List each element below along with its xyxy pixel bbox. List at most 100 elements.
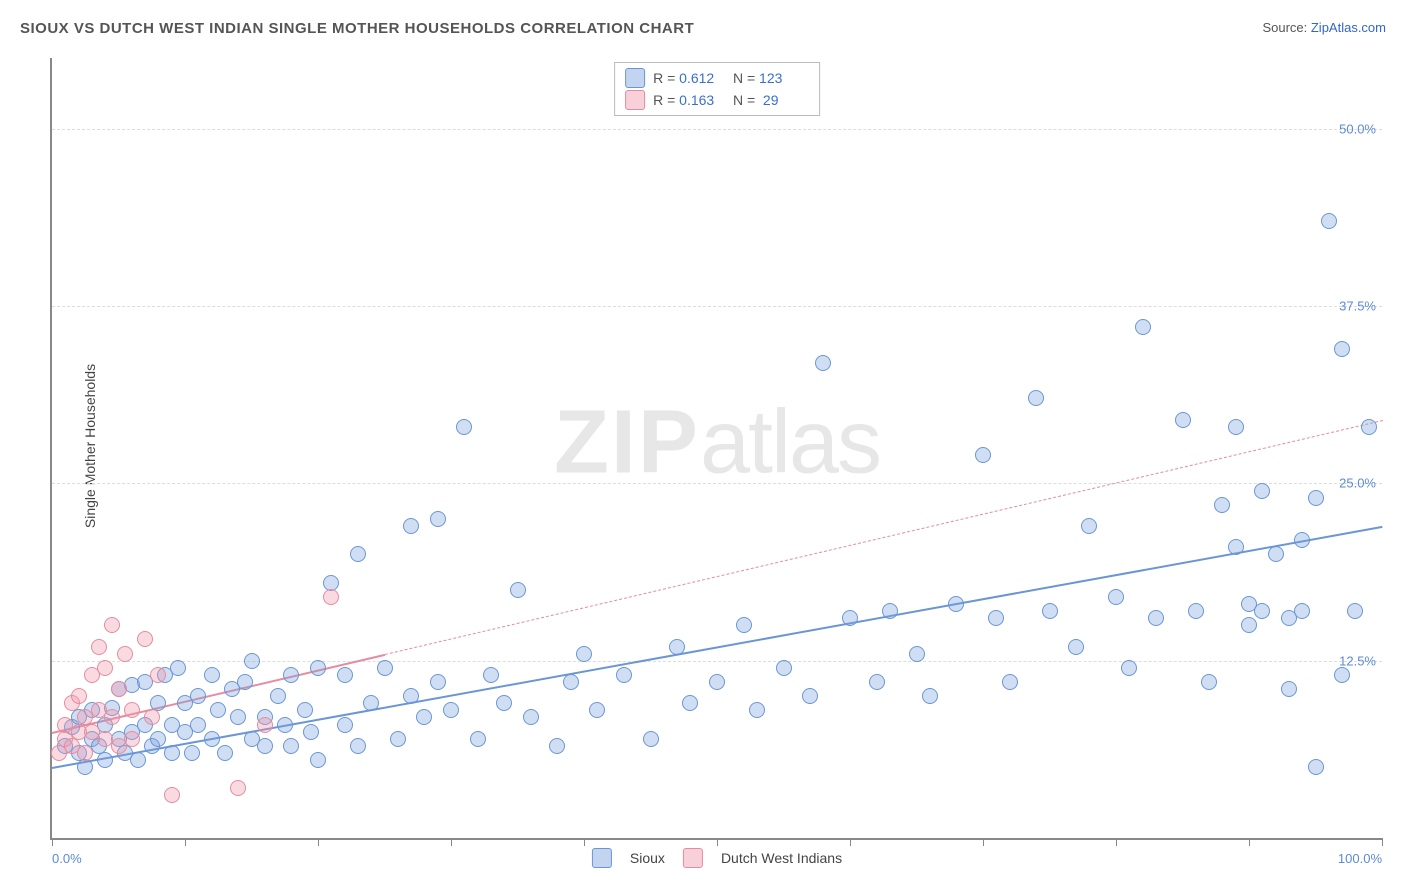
data-point: [948, 596, 964, 612]
data-point: [71, 688, 87, 704]
swatch-blue: [625, 68, 645, 88]
data-point: [576, 646, 592, 662]
data-point: [230, 780, 246, 796]
data-point: [1308, 759, 1324, 775]
x-max-label: 100.0%: [1338, 851, 1382, 866]
r-value-dwi: 0.163: [679, 92, 725, 108]
data-point: [496, 695, 512, 711]
y-tick-label: 50.0%: [1339, 121, 1376, 136]
data-point: [616, 667, 632, 683]
data-point: [257, 738, 273, 754]
gridline: [52, 306, 1382, 307]
data-point: [1334, 667, 1350, 683]
x-tick: [1249, 838, 1250, 846]
data-point: [77, 759, 93, 775]
data-point: [1081, 518, 1097, 534]
data-point: [523, 709, 539, 725]
x-tick: [850, 838, 851, 846]
data-point: [549, 738, 565, 754]
data-point: [190, 688, 206, 704]
data-point: [922, 688, 938, 704]
data-point: [323, 589, 339, 605]
series-legend: Sioux Dutch West Indians: [592, 848, 842, 868]
data-point: [1334, 341, 1350, 357]
data-point: [403, 518, 419, 534]
legend-row-dwi: R = 0.163 N = 29: [625, 89, 809, 111]
data-point: [237, 674, 253, 690]
data-point: [210, 702, 226, 718]
data-point: [170, 660, 186, 676]
source-attribution: Source: ZipAtlas.com: [1262, 20, 1386, 35]
data-point: [1347, 603, 1363, 619]
data-point: [277, 717, 293, 733]
data-point: [310, 660, 326, 676]
data-point: [137, 631, 153, 647]
x-tick: [52, 838, 53, 846]
data-point: [563, 674, 579, 690]
n-value-dwi: 29: [763, 92, 809, 108]
x-tick: [451, 838, 452, 846]
data-point: [350, 546, 366, 562]
data-point: [1201, 674, 1217, 690]
data-point: [1028, 390, 1044, 406]
legend-swatch-dwi: [683, 848, 703, 868]
x-min-label: 0.0%: [52, 851, 82, 866]
data-point: [270, 688, 286, 704]
data-point: [669, 639, 685, 655]
data-point: [1148, 610, 1164, 626]
data-point: [124, 731, 140, 747]
trend-line-extension: [384, 420, 1382, 655]
data-point: [1175, 412, 1191, 428]
data-point: [91, 639, 107, 655]
data-point: [337, 717, 353, 733]
x-tick: [584, 838, 585, 846]
data-point: [111, 681, 127, 697]
legend-label-dwi: Dutch West Indians: [721, 850, 842, 866]
data-point: [1268, 546, 1284, 562]
plot-area: ZIPatlas 12.5%25.0%37.5%50.0% R = 0.612 …: [50, 58, 1382, 840]
data-point: [1308, 490, 1324, 506]
swatch-pink: [625, 90, 645, 110]
x-tick: [717, 838, 718, 846]
legend-swatch-sioux: [592, 848, 612, 868]
data-point: [416, 709, 432, 725]
data-point: [1294, 532, 1310, 548]
data-point: [1121, 660, 1137, 676]
data-point: [1228, 419, 1244, 435]
data-point: [1241, 617, 1257, 633]
x-tick: [318, 838, 319, 846]
data-point: [1002, 674, 1018, 690]
source-prefix: Source:: [1262, 20, 1310, 35]
data-point: [483, 667, 499, 683]
data-point: [244, 653, 260, 669]
data-point: [363, 695, 379, 711]
r-value-sioux: 0.612: [679, 70, 725, 86]
data-point: [117, 646, 133, 662]
data-point: [802, 688, 818, 704]
data-point: [257, 717, 273, 733]
data-point: [736, 617, 752, 633]
data-point: [1254, 603, 1270, 619]
data-point: [184, 745, 200, 761]
data-point: [217, 745, 233, 761]
gridline: [52, 129, 1382, 130]
data-point: [190, 717, 206, 733]
x-tick: [983, 838, 984, 846]
data-point: [297, 702, 313, 718]
data-point: [1281, 681, 1297, 697]
data-point: [909, 646, 925, 662]
data-point: [377, 660, 393, 676]
data-point: [204, 731, 220, 747]
data-point: [283, 738, 299, 754]
data-point: [443, 702, 459, 718]
source-link[interactable]: ZipAtlas.com: [1311, 20, 1386, 35]
data-point: [1214, 497, 1230, 513]
data-point: [430, 511, 446, 527]
data-point: [124, 702, 140, 718]
data-point: [230, 709, 246, 725]
data-point: [390, 731, 406, 747]
y-tick-label: 37.5%: [1339, 299, 1376, 314]
y-tick-label: 25.0%: [1339, 476, 1376, 491]
data-point: [470, 731, 486, 747]
data-point: [988, 610, 1004, 626]
